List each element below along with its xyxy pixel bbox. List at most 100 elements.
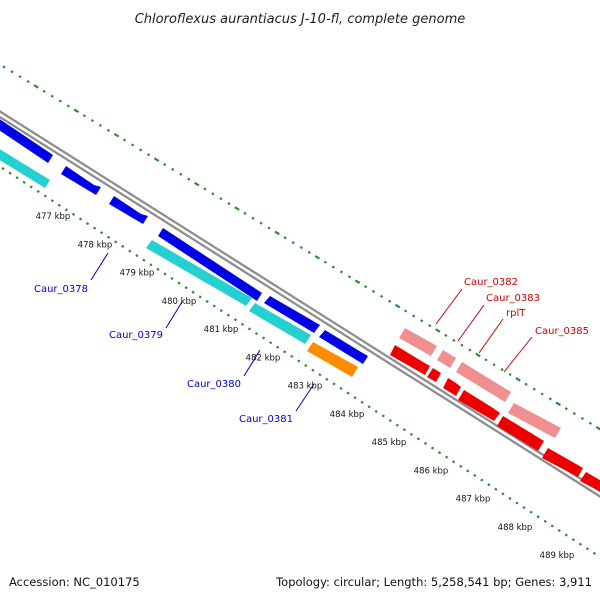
outer-tick-dot xyxy=(548,397,552,401)
outer-tick-dot xyxy=(219,197,223,201)
gene-arrow-blue xyxy=(109,196,148,224)
gene-label: Caur_0378 xyxy=(34,284,88,295)
inner-tick-dot xyxy=(346,391,350,395)
gene-arrow-blue xyxy=(319,330,368,364)
outer-tick-dot xyxy=(66,104,70,108)
inner-tick-dot xyxy=(536,515,540,519)
inner-tick-dot xyxy=(374,409,378,413)
inner-tick-dot xyxy=(121,244,125,249)
outer-tick-dot xyxy=(347,275,352,279)
inner-tick-dot xyxy=(297,359,301,363)
inner-tick-dot xyxy=(36,189,40,194)
inner-tick-dot xyxy=(437,451,442,455)
outer-tick-dot xyxy=(371,289,376,294)
inner-tick-dot xyxy=(494,487,498,491)
inner-tick-dot xyxy=(226,313,230,317)
gene-label: Caur_0379 xyxy=(109,330,163,341)
inner-tick-dot xyxy=(85,221,90,226)
inner-tick-dot xyxy=(22,180,26,184)
outer-tick-major xyxy=(33,84,39,89)
outer-tick-dot xyxy=(259,221,263,225)
reverse-strand-genes xyxy=(0,149,358,377)
inner-tick-dot xyxy=(163,272,167,276)
leader-line xyxy=(457,304,485,342)
gene-arrow-red xyxy=(427,368,441,382)
tick-label: 487 kbp xyxy=(456,495,491,505)
leader-line xyxy=(90,252,109,281)
backbone xyxy=(0,110,600,498)
inner-tick-dot xyxy=(395,423,399,427)
outer-tick-dot xyxy=(412,314,416,318)
gene-arrow-cyan xyxy=(0,149,50,188)
tick-label: 480 kbp xyxy=(162,297,197,307)
inner-tick-dot xyxy=(360,400,364,404)
inner-tick-dot xyxy=(71,212,76,216)
outer-tick-dot xyxy=(492,363,496,367)
outer-tick-dot xyxy=(379,294,384,298)
tick-label: 486 kbp xyxy=(414,466,449,476)
inner-tick-dot xyxy=(402,428,406,432)
gene-block-light-red xyxy=(456,362,511,402)
inner-tick-dot xyxy=(564,533,568,537)
genome-summary-text: Topology: circular; Length: 5,258,541 bp… xyxy=(275,575,592,589)
gene-label: Caur_0380 xyxy=(187,379,241,390)
inner-tick-ring xyxy=(1,167,597,555)
inner-tick-dot xyxy=(452,460,456,464)
gene-arrow-blue xyxy=(61,166,101,195)
outer-tick-dot xyxy=(404,309,408,313)
leader-line xyxy=(435,288,463,325)
outer-tick-dot xyxy=(26,79,30,84)
leader-line xyxy=(243,349,261,377)
outer-tick-dot xyxy=(90,119,94,123)
outer-tick-major xyxy=(475,352,481,358)
outer-tick-dot xyxy=(460,343,464,347)
outer-tick-dot xyxy=(203,187,207,191)
inner-tick-dot xyxy=(522,506,526,510)
outer-tick-dot xyxy=(339,270,343,274)
outer-tick-dot xyxy=(540,392,544,396)
inner-tick-dot xyxy=(501,492,505,496)
outer-tick-dot xyxy=(291,241,295,245)
inner-tick-dot xyxy=(8,171,12,175)
inner-tick-dot xyxy=(78,217,83,221)
inner-tick-dot xyxy=(50,199,54,203)
inner-tick-dot xyxy=(43,194,47,198)
gene-block-light-red xyxy=(437,350,456,368)
outer-tick-dot xyxy=(50,94,54,98)
inner-tick-dot xyxy=(459,464,463,468)
inner-tick-dot xyxy=(353,396,357,400)
inner-tick-dot xyxy=(184,286,188,290)
outer-tick-dot xyxy=(163,162,167,167)
inner-tick-dot xyxy=(149,263,153,267)
inner-tick-dot xyxy=(29,185,33,189)
outer-tick-dot xyxy=(452,338,456,342)
inner-tick-dot xyxy=(325,377,329,381)
forward-strand-genes xyxy=(0,119,368,364)
inner-tick-dot xyxy=(240,322,244,326)
gene-block-light-red xyxy=(508,403,561,438)
outer-tick-dot xyxy=(98,123,102,128)
inner-tick-dot xyxy=(170,276,174,281)
inner-tick-dot xyxy=(247,327,252,331)
gene-arrow-blue xyxy=(264,296,320,333)
outer-tick-major xyxy=(113,132,120,138)
outer-tick-major xyxy=(515,377,521,382)
tick-label: 478 kbp xyxy=(78,240,113,250)
gene-arrow-red xyxy=(542,448,583,477)
outer-tick-major xyxy=(194,181,200,187)
inner-tick-dot xyxy=(571,538,575,542)
gene-arrow-red xyxy=(580,472,600,492)
outer-tick-dot xyxy=(187,177,191,181)
outer-tick-dot xyxy=(588,421,592,425)
inner-tick-dot xyxy=(388,418,392,423)
outer-tick-dot xyxy=(18,75,22,79)
gene-label: Caur_0385 xyxy=(535,326,589,337)
tick-label: 479 kbp xyxy=(120,269,155,279)
gene-arrow-red xyxy=(390,345,430,375)
inner-tick-dot xyxy=(311,368,315,372)
inner-tick-dot xyxy=(466,469,470,473)
outer-tick-dot xyxy=(171,167,175,171)
inner-tick-dot xyxy=(107,235,111,239)
gene-label: Caur_0381 xyxy=(239,414,293,425)
